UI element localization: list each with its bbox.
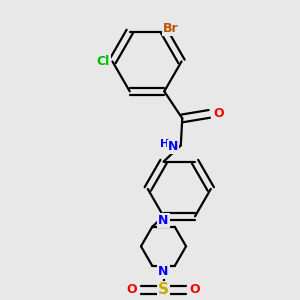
Text: S: S — [158, 282, 169, 297]
Text: Br: Br — [163, 22, 178, 35]
Text: O: O — [190, 283, 200, 296]
Text: Cl: Cl — [97, 55, 110, 68]
Text: N: N — [158, 265, 169, 278]
Text: O: O — [213, 107, 224, 120]
Text: N: N — [168, 140, 178, 153]
Text: H: H — [160, 139, 169, 149]
Text: N: N — [158, 214, 169, 227]
Text: O: O — [127, 283, 137, 296]
